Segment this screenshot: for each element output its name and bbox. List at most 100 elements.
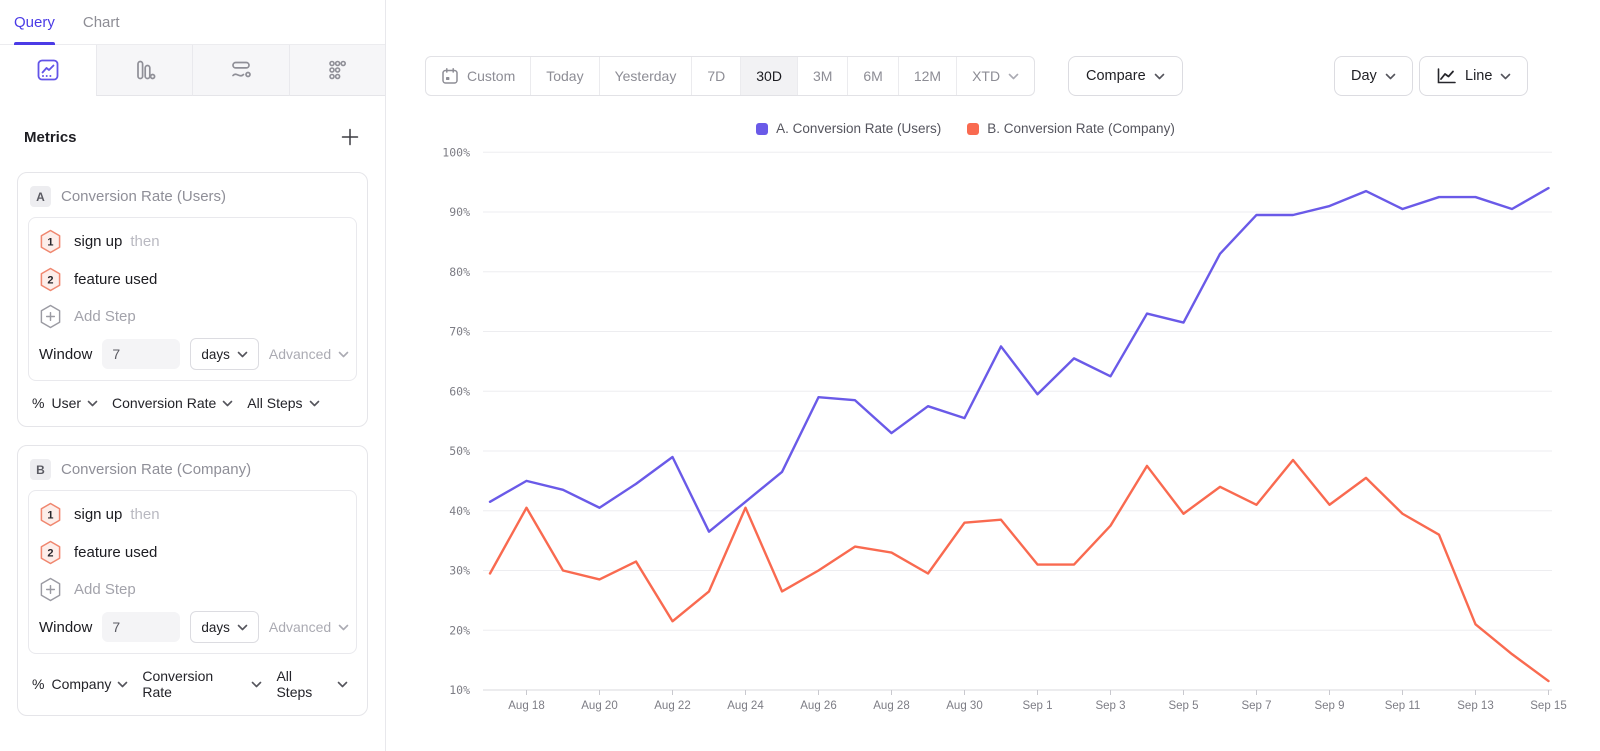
- add-step-label: Add Step: [74, 580, 136, 598]
- date-range-6m[interactable]: 6M: [847, 57, 897, 95]
- date-range-3m[interactable]: 3M: [796, 57, 847, 95]
- metric-letter-badge: B: [30, 459, 51, 480]
- percent-symbol: %: [32, 676, 45, 692]
- chart-type-label: Line: [1465, 68, 1493, 84]
- date-range-yesterday[interactable]: Yesterday: [598, 57, 692, 95]
- metric-card-a: A Conversion Rate (Users) 1 sign up then 2 fea…: [17, 172, 368, 427]
- date-range-label: Yesterday: [614, 68, 677, 84]
- series-line-a-users[interactable]: [488, 186, 1550, 533]
- date-range-custom[interactable]: Custom: [426, 57, 530, 95]
- metric-letter-badge: A: [30, 186, 51, 207]
- funnel-step[interactable]: 2 feature used: [39, 533, 346, 571]
- window-value-input[interactable]: [102, 612, 181, 642]
- funnel-step[interactable]: 2 feature used: [39, 260, 346, 298]
- compare-label: Compare: [1086, 68, 1146, 84]
- date-range-bar: Custom Today Yesterday 7D 30D 3M 6M 12M XTD: [425, 56, 1036, 96]
- chevron-down-icon: [1154, 73, 1165, 80]
- tab-retention-grid[interactable]: [288, 45, 385, 96]
- sidebar-tabs: Query Chart: [0, 0, 385, 45]
- add-step-button[interactable]: Add Step: [39, 298, 346, 334]
- x-axis-tick-label: Aug 30: [946, 700, 982, 712]
- line-chart-icon: [1436, 67, 1457, 85]
- legend-swatch: [967, 122, 980, 135]
- window-unit-dropdown[interactable]: days: [190, 338, 259, 370]
- steps-scope-dropdown-label: All Steps: [276, 668, 313, 700]
- legend-item-a[interactable]: A. Conversion Rate (Users): [756, 121, 941, 136]
- add-metric-button[interactable]: [341, 128, 359, 146]
- date-range-today[interactable]: Today: [530, 57, 598, 95]
- date-range-12m[interactable]: 12M: [897, 57, 956, 95]
- x-axis-tick-label: Sep 15: [1530, 700, 1566, 712]
- insights-chart-icon: [37, 59, 59, 81]
- metric-title[interactable]: Conversion Rate (Company): [61, 461, 252, 478]
- add-step-icon: [39, 577, 62, 602]
- metric-type-dropdown-label: Conversion Rate: [112, 395, 217, 411]
- metric-cards: A Conversion Rate (Users) 1 sign up then 2 fea…: [0, 172, 385, 716]
- chevron-down-icon: [237, 624, 248, 631]
- step-event-name: feature used: [74, 543, 158, 561]
- window-label: Window: [39, 345, 93, 363]
- date-range-30d[interactable]: 30D: [740, 57, 797, 95]
- x-axis-tick-label: Sep 9: [1314, 700, 1344, 712]
- entity-dropdown[interactable]: Company: [51, 676, 128, 692]
- advanced-label: Advanced: [268, 346, 332, 362]
- compare-button[interactable]: Compare: [1068, 56, 1183, 96]
- conversion-window-row: Window days Advanced: [39, 611, 349, 643]
- legend-item-b[interactable]: B. Conversion Rate (Company): [967, 121, 1175, 136]
- advanced-toggle[interactable]: Advanced: [269, 346, 349, 362]
- x-axis-tick-label: Sep 3: [1095, 700, 1125, 712]
- x-axis-tick-label: Sep 1: [1022, 700, 1052, 712]
- window-unit-dropdown[interactable]: days: [190, 611, 259, 643]
- date-range-7d[interactable]: 7D: [691, 57, 740, 95]
- step-event-name: feature used: [74, 270, 158, 288]
- window-label: Window: [39, 618, 93, 636]
- tab-flows[interactable]: [192, 45, 289, 96]
- series-line-b-company[interactable]: [488, 458, 1550, 683]
- legend-label: A. Conversion Rate (Users): [776, 121, 942, 136]
- y-axis-tick-label: 80%: [449, 265, 470, 279]
- chevron-down-icon: [251, 681, 262, 688]
- svg-text:1: 1: [47, 509, 53, 521]
- tab-query[interactable]: Query: [14, 0, 55, 45]
- tab-chart[interactable]: Chart: [82, 13, 120, 31]
- y-axis-tick-label: 90%: [449, 205, 470, 219]
- x-axis-tick-label: Sep 7: [1241, 700, 1271, 712]
- add-step-label: Add Step: [74, 307, 136, 325]
- x-axis-tick-label: Aug 22: [654, 700, 690, 712]
- add-step-button[interactable]: Add Step: [39, 571, 346, 607]
- funnel-step[interactable]: 1 sign up then: [39, 222, 346, 260]
- granularity-dropdown[interactable]: Day: [1334, 56, 1413, 96]
- advanced-toggle[interactable]: Advanced: [269, 619, 349, 635]
- step-number-badge: 1: [39, 229, 62, 254]
- chevron-down-icon: [237, 351, 248, 358]
- funnel-step[interactable]: 1 sign up then: [39, 495, 346, 533]
- entity-dropdown[interactable]: User: [51, 395, 98, 411]
- date-range-xtd[interactable]: XTD: [956, 57, 1034, 95]
- y-axis-tick-label: 10%: [449, 683, 470, 697]
- chevron-down-icon: [117, 681, 128, 688]
- steps-scope-dropdown-label: All Steps: [247, 395, 303, 411]
- chart-type-dropdown[interactable]: Line: [1419, 56, 1529, 96]
- step-number-badge: 2: [39, 540, 62, 565]
- y-axis-tick-label: 100%: [442, 145, 470, 159]
- metric-title[interactable]: Conversion Rate (Users): [61, 188, 227, 205]
- tab-bar-chart[interactable]: [95, 45, 192, 96]
- metric-type-dropdown-label: Conversion Rate: [142, 668, 214, 700]
- steps-scope-dropdown[interactable]: All Steps: [276, 668, 348, 700]
- metric-type-dropdown[interactable]: Conversion Rate: [112, 395, 233, 411]
- metrics-header: Metrics: [0, 128, 385, 146]
- metric-card-header: B Conversion Rate (Company): [18, 446, 367, 490]
- date-range-label: 7D: [707, 68, 726, 84]
- advanced-label: Advanced: [268, 619, 332, 635]
- report-type-tabs: [0, 45, 385, 96]
- step-number-badge: 1: [39, 502, 62, 527]
- step-number-badge: 2: [39, 267, 62, 292]
- tab-insights-chart[interactable]: [0, 45, 96, 96]
- granularity-label: Day: [1351, 68, 1377, 84]
- chevron-down-icon: [338, 624, 349, 631]
- metric-type-dropdown[interactable]: Conversion Rate: [142, 668, 262, 700]
- window-value-input[interactable]: [102, 339, 181, 369]
- steps-scope-dropdown[interactable]: All Steps: [247, 395, 319, 411]
- conversion-window-row: Window days Advanced: [39, 338, 349, 370]
- y-axis-tick-label: 30%: [449, 564, 470, 578]
